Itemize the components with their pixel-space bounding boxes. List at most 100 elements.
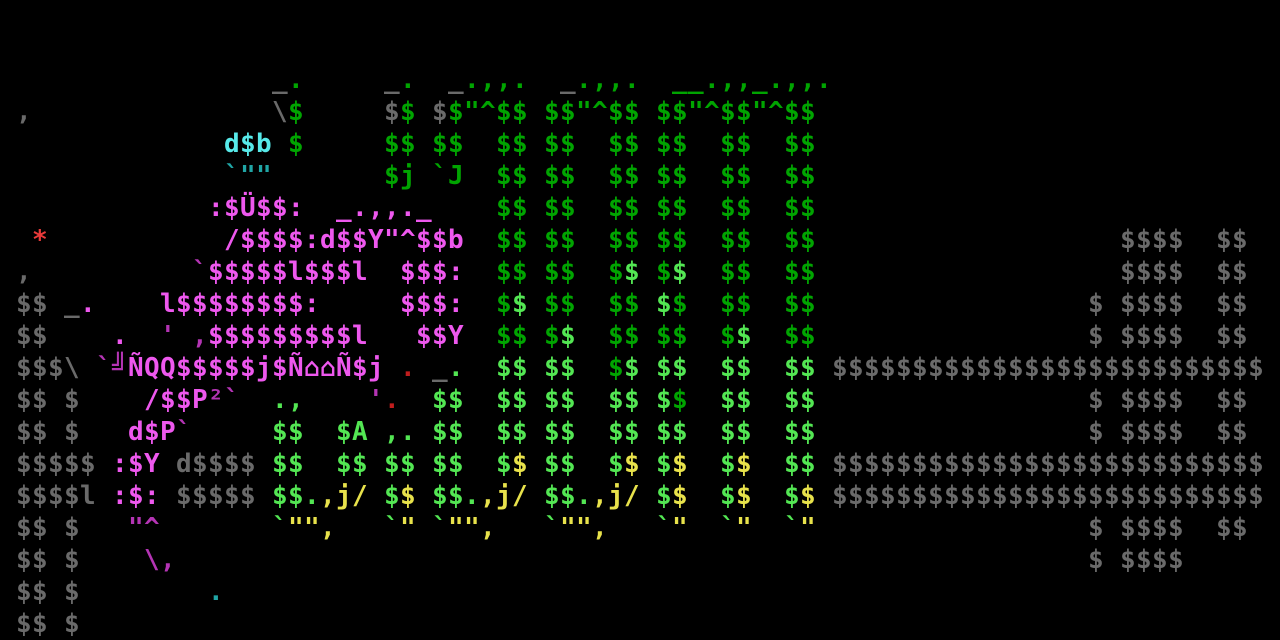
art-run: :$:: [112, 481, 161, 511]
art-run: $$: [1216, 417, 1249, 447]
art-run: ,j/: [592, 481, 641, 511]
art-run: $: [624, 449, 641, 479]
art-run: $$$$$: [16, 449, 97, 479]
art-run: ": [672, 513, 689, 543]
art-run: $$: [656, 225, 689, 255]
art-run: `: [720, 513, 737, 543]
art-run: $$: [496, 257, 529, 287]
art-run: ': [160, 321, 177, 351]
art-run: $: [384, 481, 401, 511]
art-run: $$: [1216, 385, 1249, 415]
art-run: $: [656, 385, 673, 415]
art-run: $: [1088, 321, 1105, 351]
art-run: $$$$$: [176, 481, 257, 511]
art-run: $: [672, 257, 689, 287]
art-run: _.,,._: [336, 193, 433, 223]
art-run: $$: [16, 289, 49, 319]
art-run: $: [720, 481, 737, 511]
art-run: d$P: [128, 417, 177, 447]
art-run: __.,,_.,,.: [672, 65, 833, 95]
art-run: $: [64, 417, 81, 447]
art-run: ": [800, 513, 817, 543]
art-run: $$: [336, 449, 369, 479]
art-run: $$$$: [1120, 545, 1185, 575]
art-run: $$$$$$$$$l: [208, 321, 369, 351]
art-run: $$$$l: [16, 481, 97, 511]
art-run: $: [672, 385, 689, 415]
art-run: `: [272, 513, 289, 543]
art-run: $$: [544, 289, 577, 319]
art-run: $: [736, 449, 753, 479]
art-run: $$: [16, 513, 49, 543]
art-run: $$$$$$$$$$$$$$$$$$$$$$$$$$$: [832, 481, 1265, 511]
art-run: $: [288, 129, 305, 159]
art-run: $$.: [272, 481, 321, 511]
art-run: $$$$: [1120, 321, 1185, 351]
art-run: $$$$: [1120, 289, 1185, 319]
art-run: $$: [544, 353, 577, 383]
art-run: $: [1088, 385, 1105, 415]
art-run: `: [784, 513, 801, 543]
art-run: ': [368, 385, 385, 415]
art-run: d$b: [224, 129, 273, 159]
art-run: $: [736, 321, 753, 351]
art-run: .,: [272, 385, 305, 415]
art-run: $$: [656, 161, 689, 191]
art-run: $: [608, 449, 625, 479]
art-run: ÑQQ$$$$$j$Ñ⌂⌂Ñ$j: [128, 353, 385, 383]
art-run: $: [64, 577, 81, 607]
art-run: ²`: [208, 385, 241, 415]
art-run: /$$$$:d$$Y"^$$b: [224, 225, 465, 255]
art-run: $$$$: [1120, 385, 1185, 415]
art-run: $$: [432, 129, 465, 159]
art-run: $$: [720, 193, 753, 223]
art-run: `"": [224, 161, 273, 191]
art-run: $$: [784, 161, 817, 191]
art-run: "",: [560, 513, 609, 543]
art-run: $: [656, 449, 673, 479]
art-run: $$: [656, 129, 689, 159]
art-run: $$: [544, 193, 577, 223]
art-run: $$: [544, 161, 577, 191]
art-run: $$: [1216, 289, 1249, 319]
art-run: $: [400, 97, 417, 127]
art-run: $$"^$$: [544, 97, 641, 127]
art-run: "",: [448, 513, 497, 543]
art-run: $$$$: [1120, 225, 1185, 255]
art-run: _: [384, 65, 401, 95]
art-run: $$: [16, 545, 49, 575]
art-run: $: [672, 289, 689, 319]
art-run: $$: [608, 161, 641, 191]
art-run: `╝: [96, 353, 129, 383]
art-run: $$: [16, 577, 49, 607]
art-run: $$: [784, 449, 817, 479]
art-run: $$: [784, 289, 817, 319]
art-run: .,,.: [464, 65, 529, 95]
art-run: $$: [432, 385, 465, 415]
art-run: $$: [608, 129, 641, 159]
art-run: $$: [720, 289, 753, 319]
art-run: $$: [544, 257, 577, 287]
art-run: $$: [496, 417, 529, 447]
art-run: $: [64, 545, 81, 575]
art-run: $$$\: [16, 353, 81, 383]
art-run: $$.: [432, 481, 481, 511]
art-run: $$: [784, 417, 817, 447]
art-run: $$: [784, 257, 817, 287]
art-run: .: [112, 321, 129, 351]
art-run: $: [1088, 289, 1105, 319]
art-run: $: [672, 481, 689, 511]
art-run: \: [272, 97, 289, 127]
art-run: ,: [192, 321, 209, 351]
art-run: $$$$: [1120, 417, 1185, 447]
art-run: `: [432, 513, 449, 543]
art-run: $$: [1216, 513, 1249, 543]
art-run: `: [192, 257, 209, 287]
art-run: _: [64, 289, 81, 319]
art-run: $: [512, 449, 529, 479]
art-run: $: [1088, 545, 1105, 575]
art-run: $$: [784, 321, 817, 351]
art-run: $$$:: [400, 257, 465, 287]
art-run: $$: [720, 417, 753, 447]
